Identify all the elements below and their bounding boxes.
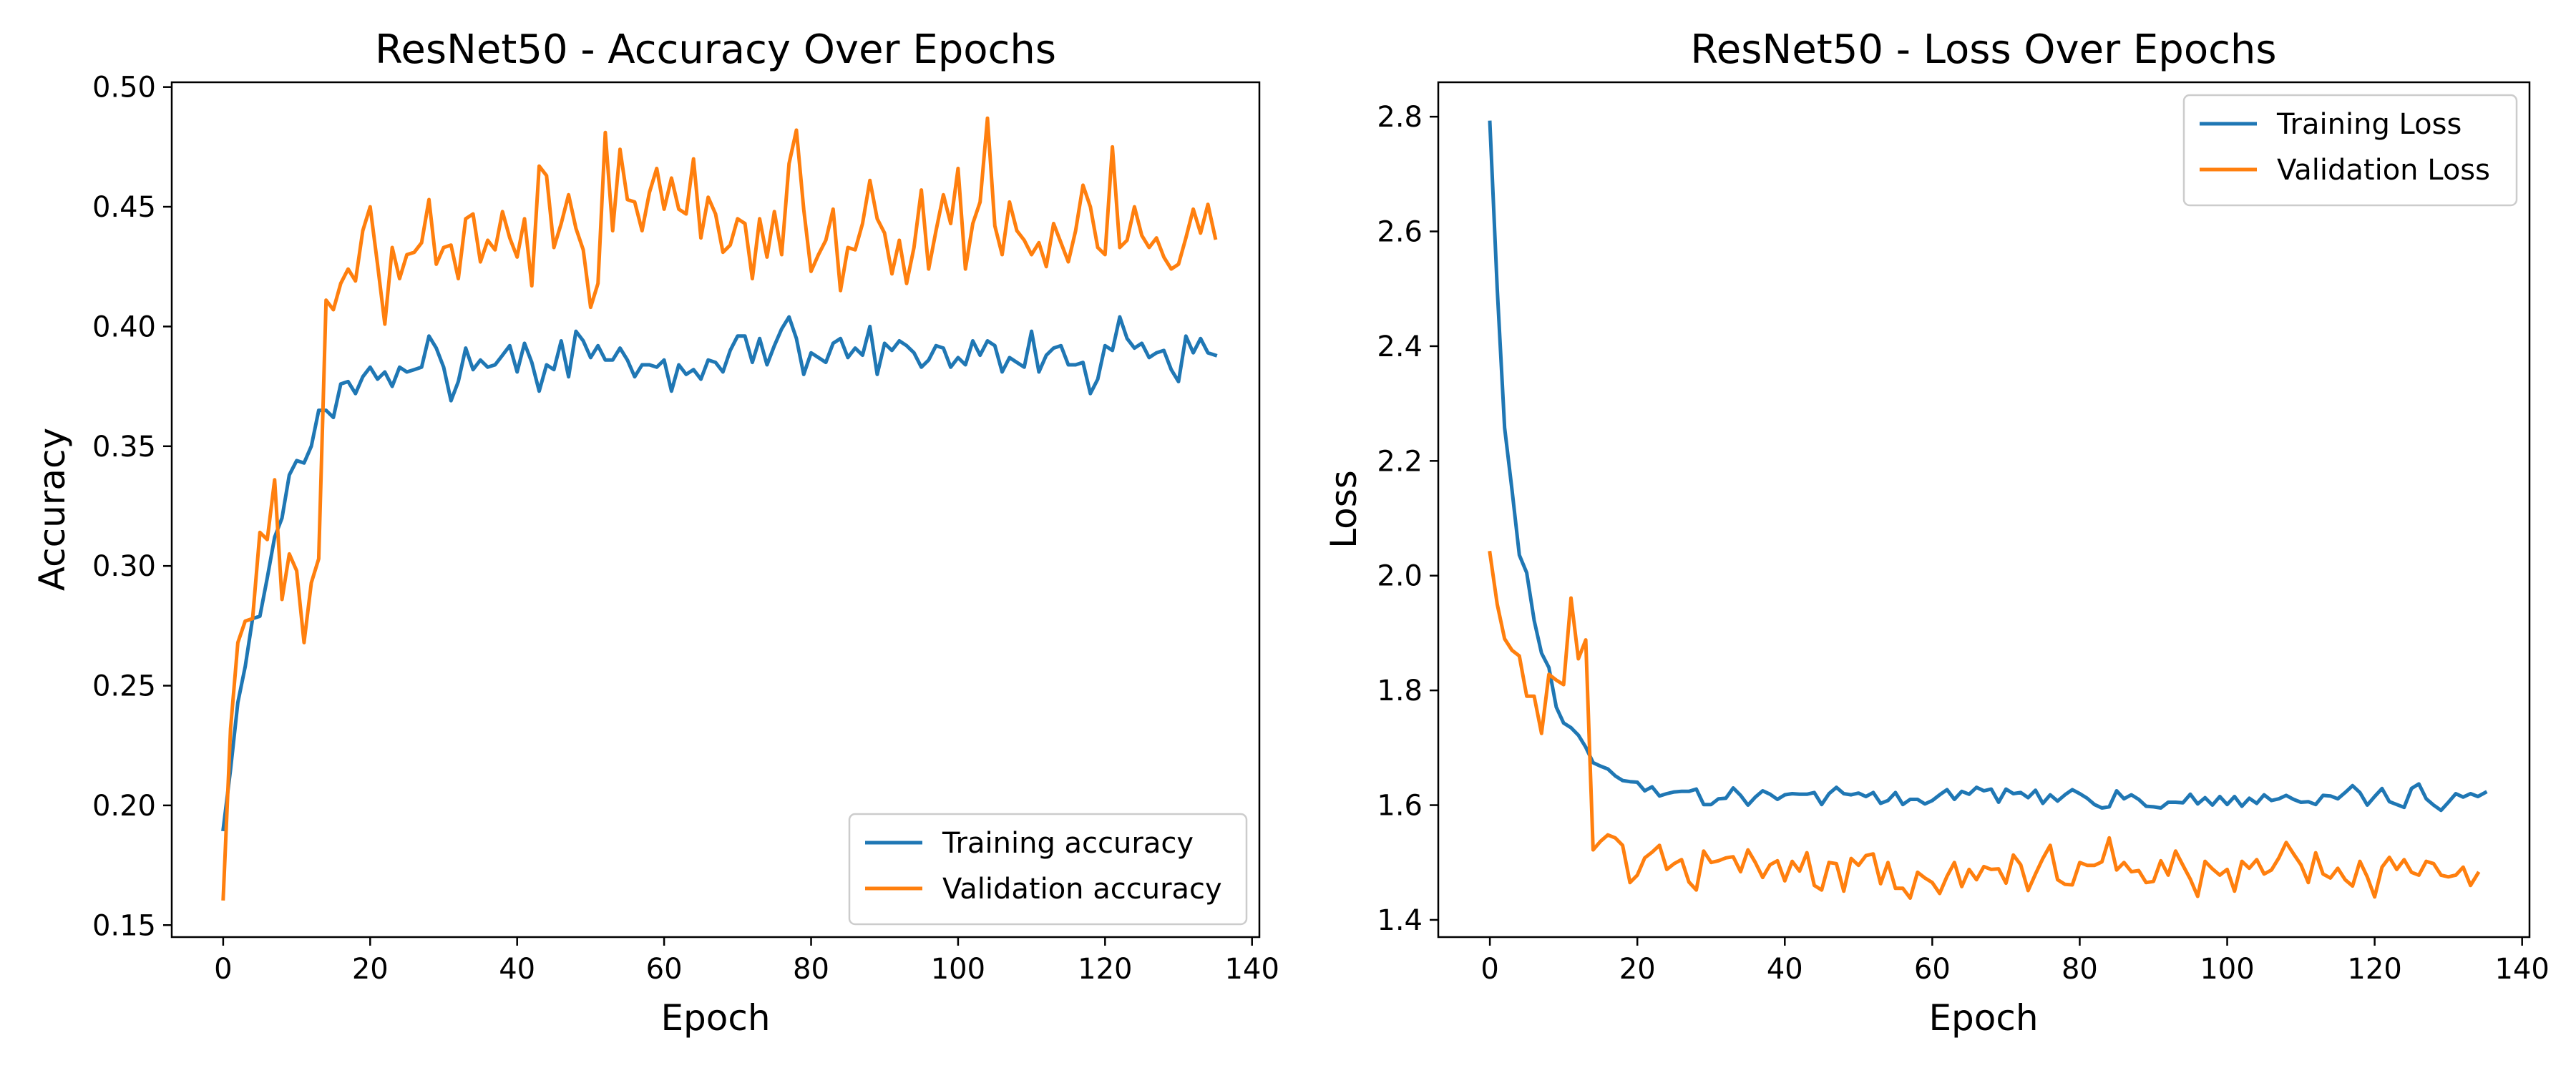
loss-y-tick-label: 2.0 (1377, 560, 1423, 593)
loss-y-tick-label: 2.4 (1377, 330, 1423, 363)
accuracy-legend: Training accuracy Validation accuracy (848, 813, 1248, 926)
loss-series-line-training (1488, 120, 2488, 813)
accuracy-legend-box (848, 813, 1248, 926)
loss-y-tick-label: 1.8 (1377, 675, 1423, 707)
accuracy-axes-frame (170, 81, 1261, 939)
loss-x-tick-label: 80 (2062, 953, 2098, 986)
loss-legend-label-training: Training Loss (2276, 108, 2462, 141)
accuracy-x-tick-label: 140 (1225, 953, 1279, 986)
accuracy-chart: ResNet50 - Accuracy Over Epochs Epoch Ac… (31, 26, 1279, 1039)
accuracy-y-tick-label: 0.45 (92, 191, 156, 224)
loss-chart: ResNet50 - Loss Over Epochs Epoch Loss 0… (1323, 26, 2550, 1039)
loss-x-tick-label: 20 (1619, 953, 1656, 986)
accuracy-chart-title: ResNet50 - Accuracy Over Epochs (375, 26, 1056, 73)
accuracy-x-axis-label: Epoch (660, 997, 770, 1039)
loss-y-tick-label: 1.4 (1377, 904, 1423, 937)
loss-chart-title: ResNet50 - Loss Over Epochs (1690, 26, 2276, 73)
accuracy-y-tick-label: 0.50 (92, 72, 156, 104)
loss-legend-box (2182, 94, 2518, 207)
accuracy-x-tick-label: 100 (931, 953, 985, 986)
loss-legend-label-validation: Validation Loss (2277, 154, 2490, 187)
loss-x-tick-label: 60 (1914, 953, 1951, 986)
accuracy-legend-label-training: Training accuracy (942, 827, 1194, 860)
accuracy-x-tick-label: 20 (352, 953, 389, 986)
loss-x-tick-label: 0 (1480, 953, 1498, 986)
accuracy-y-tick-label: 0.20 (92, 790, 156, 823)
accuracy-x-tick-label: 60 (646, 953, 683, 986)
loss-x-tick-label: 40 (1767, 953, 1803, 986)
accuracy-y-tick-label: 0.30 (92, 550, 156, 583)
accuracy-y-axis-label: Accuracy (31, 428, 73, 591)
loss-y-axis-label: Loss (1323, 470, 1365, 549)
accuracy-x-tick-label: 40 (499, 953, 535, 986)
loss-y-tick-label: 1.6 (1377, 790, 1423, 823)
accuracy-y-tick-label: 0.35 (92, 431, 156, 464)
accuracy-y-tick-label: 0.40 (92, 310, 156, 343)
loss-axes-frame (1437, 81, 2531, 939)
accuracy-series-line-training (221, 315, 1218, 832)
loss-y-tick-label: 2.8 (1377, 101, 1423, 134)
accuracy-legend-label-validation: Validation accuracy (942, 873, 1222, 906)
loss-x-tick-label: 120 (2347, 953, 2401, 986)
accuracy-x-tick-label: 80 (793, 953, 829, 986)
accuracy-y-tick-label: 0.15 (92, 909, 156, 942)
accuracy-x-tick-label: 120 (1078, 953, 1132, 986)
loss-series-line-validation (1488, 550, 2481, 900)
loss-x-tick-label: 140 (2495, 953, 2550, 986)
accuracy-x-tick-label: 0 (214, 953, 232, 986)
loss-y-tick-label: 2.2 (1377, 445, 1423, 478)
loss-x-tick-label: 100 (2200, 953, 2254, 986)
loss-x-axis-label: Epoch (1928, 997, 2038, 1039)
accuracy-series-line-validation (221, 116, 1218, 901)
loss-legend: Training Loss Validation Loss (2182, 94, 2518, 207)
loss-y-tick-label: 2.6 (1377, 216, 1423, 249)
accuracy-y-tick-label: 0.25 (92, 670, 156, 703)
